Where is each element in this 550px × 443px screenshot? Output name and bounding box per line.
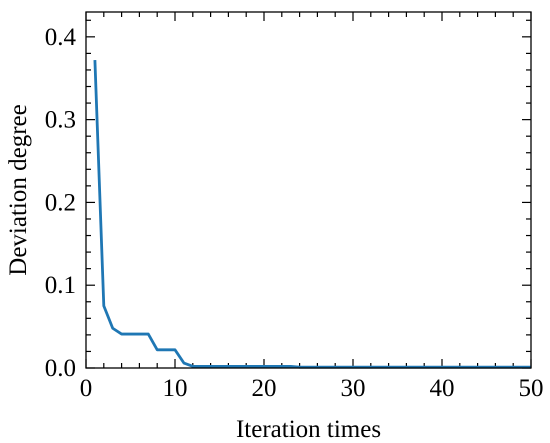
y-axis-title: Deviation degree: [5, 104, 32, 275]
x-tick-label: 30: [341, 375, 366, 402]
ticks-layer: [85, 12, 532, 369]
tick-labels-layer: 0 10 20 30 40 50 0.0 0.1 0.2 0.3 0.4: [45, 24, 544, 402]
series-line: [93, 59, 531, 369]
y-tick-label: 0.3: [45, 107, 76, 134]
x-axis-title: Iteration times: [236, 416, 381, 443]
x-tick-label: 20: [252, 375, 277, 402]
x-tick-label: 40: [430, 375, 455, 402]
x-tick-label: 50: [519, 375, 544, 402]
x-tick-label: 0: [80, 375, 93, 402]
y-tick-label: 0.1: [45, 272, 76, 299]
plot-frame: [85, 11, 532, 369]
y-tick-label: 0.4: [45, 24, 77, 51]
y-tick-label: 0.2: [45, 189, 76, 216]
x-tick-label: 10: [163, 375, 188, 402]
y-tick-label: 0.0: [45, 355, 76, 382]
series-layer: [93, 59, 531, 369]
